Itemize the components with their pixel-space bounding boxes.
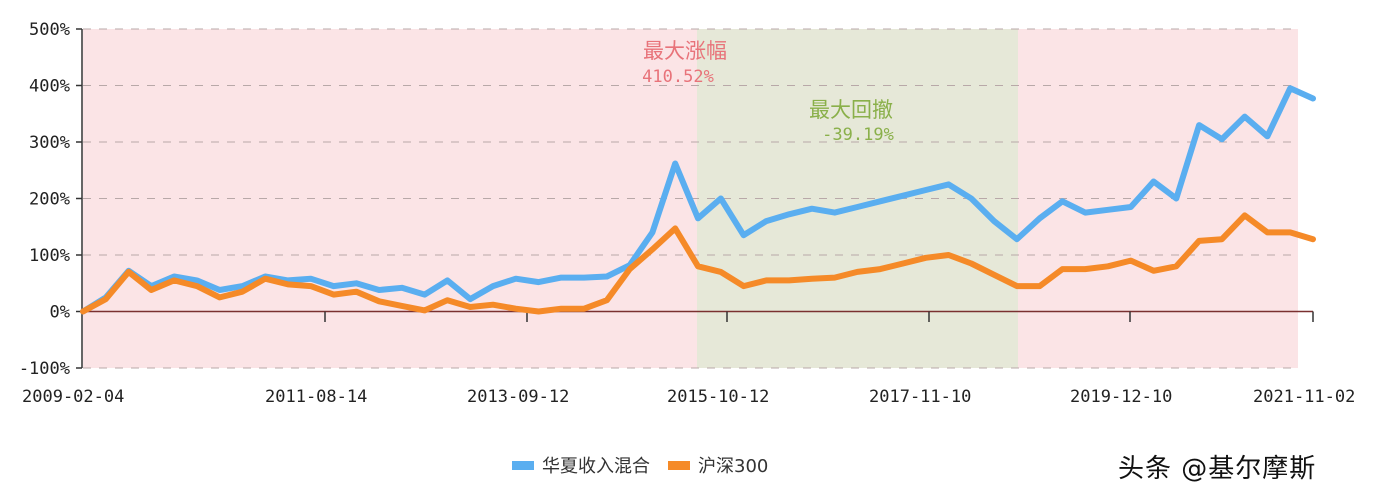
legend-label: 沪深300: [698, 456, 769, 477]
x-tick-label: 2011-08-14: [265, 387, 367, 407]
y-axis-ticks: 500% 400% 300% 200% 100% 0% -100%: [19, 20, 82, 379]
max-rise-label: 最大涨幅: [643, 39, 727, 63]
legend-label: 华夏收入混合: [542, 456, 650, 477]
y-tick-label: 0%: [50, 303, 70, 323]
x-axis-ticks: 2009-02-04 2011-08-14 2013-09-12 2015-10-12…: [22, 311, 1355, 407]
x-tick-label: 2017-11-10: [869, 387, 971, 407]
grid-lines: [83, 28, 1298, 369]
legend-swatch-blue-icon: [512, 460, 534, 470]
x-tick-label: 2015-10-12: [667, 387, 769, 407]
x-tick-label: 2013-09-12: [467, 387, 569, 407]
max-drawdown-value: -39.19%: [822, 125, 894, 145]
watermark: 头条 @基尔摩斯: [1118, 454, 1317, 484]
max-drawdown-label: 最大回撤: [809, 98, 893, 122]
y-tick-label: 500%: [29, 20, 70, 40]
series-line-hs300: [80, 212, 1316, 315]
max-rise-value: 410.52%: [642, 67, 714, 87]
y-tick-label: 200%: [29, 190, 70, 210]
x-tick-label: 2021-11-02: [1253, 387, 1355, 407]
line-chart: 500%400%300%200%100%0%-100% 2009-02-04 20…: [19, 20, 1356, 407]
y-tick-label: -100%: [19, 359, 70, 379]
x-tick-label: 2009-02-04: [22, 387, 124, 407]
x-tick-label: 2019-12-10: [1070, 387, 1172, 407]
legend-item-huaxia[interactable]: 华夏收入混合: [512, 452, 650, 478]
legend-item-hs300[interactable]: 沪深300: [668, 452, 768, 478]
legend: 华夏收入混合 沪深300: [512, 452, 786, 478]
y-tick-label: 300%: [29, 133, 70, 153]
y-tick-label: 400%: [29, 77, 70, 97]
y-tick-label: 100%: [29, 246, 70, 266]
legend-swatch-orange-icon: [668, 460, 690, 470]
series-line-huaxia: [80, 85, 1316, 315]
